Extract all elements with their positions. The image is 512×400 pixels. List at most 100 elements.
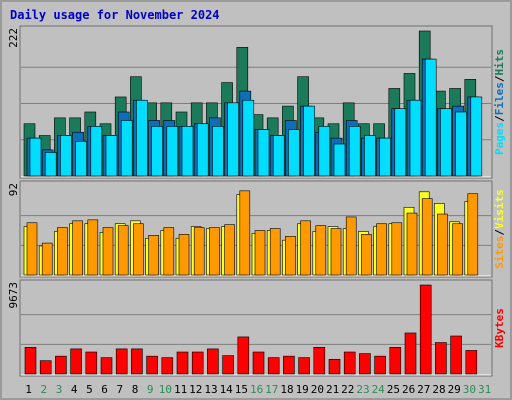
bar-pages-day-12 xyxy=(196,123,209,177)
bar-pages-day-3 xyxy=(60,135,72,177)
bar-pages-day-27 xyxy=(424,58,437,177)
x-tick-day-25: 25 xyxy=(387,383,400,396)
bar-sites-day-15 xyxy=(239,190,251,276)
bar-sites-day-5 xyxy=(87,219,99,276)
x-tick-day-1: 1 xyxy=(25,383,32,396)
bar-sites-day-16 xyxy=(254,230,266,276)
bar-sites-day-28 xyxy=(437,213,448,276)
bar-pages-day-6 xyxy=(105,135,118,177)
bar-sites-day-20 xyxy=(315,225,327,276)
bar-pages-day-17 xyxy=(272,135,285,177)
bar-kbytes-day-8 xyxy=(131,348,143,375)
bar-sites-day-22 xyxy=(345,216,357,276)
bar-pages-day-20 xyxy=(318,126,331,177)
x-tick-day-2: 2 xyxy=(40,383,47,396)
x-tick-day-13: 13 xyxy=(204,383,217,396)
y-max-label: 92 xyxy=(7,183,20,196)
bar-pages-day-5 xyxy=(90,126,103,177)
bar-sites-day-25 xyxy=(391,222,403,276)
x-tick-day-8: 8 xyxy=(132,383,139,396)
bar-sites-day-27 xyxy=(421,198,433,276)
bar-kbytes-day-15 xyxy=(237,336,250,375)
bar-pages-day-19 xyxy=(303,105,315,177)
x-tick-day-14: 14 xyxy=(220,383,234,396)
x-tick-day-11: 11 xyxy=(174,383,187,396)
x-tick-day-22: 22 xyxy=(341,383,354,396)
bar-kbytes-day-28 xyxy=(435,342,447,375)
x-tick-day-24: 24 xyxy=(372,383,386,396)
bar-sites-day-11 xyxy=(178,234,190,276)
x-tick-day-27: 27 xyxy=(417,383,430,396)
bar-kbytes-day-4 xyxy=(70,348,82,375)
bar-sites-day-14 xyxy=(224,224,235,276)
bar-kbytes-day-3 xyxy=(55,355,67,375)
bar-pages-day-29 xyxy=(455,111,467,177)
x-tick-day-10: 10 xyxy=(159,383,172,396)
bar-kbytes-day-17 xyxy=(267,357,280,375)
bar-kbytes-day-30 xyxy=(465,350,478,375)
x-tick-day-12: 12 xyxy=(189,383,202,396)
side-label-visits: Visits xyxy=(493,189,506,229)
y-max-label: 222 xyxy=(7,28,20,48)
bar-pages-day-26 xyxy=(409,99,422,177)
bar-sites-day-10 xyxy=(163,227,175,276)
x-tick-day-21: 21 xyxy=(326,383,339,396)
bar-kbytes-day-11 xyxy=(176,351,189,375)
x-tick-day-17: 17 xyxy=(265,383,278,396)
bar-kbytes-day-7 xyxy=(115,348,128,375)
bar-kbytes-day-25 xyxy=(389,347,402,375)
bar-kbytes-day-12 xyxy=(191,351,204,375)
bar-sites-day-12 xyxy=(193,227,205,276)
bar-pages-day-2 xyxy=(44,152,57,177)
x-tick-day-7: 7 xyxy=(116,383,123,396)
bar-pages-day-22 xyxy=(348,126,361,177)
y-axis-max-labels: 222 92 9673 xyxy=(7,28,20,309)
x-tick-day-30: 30 xyxy=(463,383,476,396)
side-label-hits: Hits xyxy=(493,49,506,76)
series-side-label: Pages/Files/Hits xyxy=(493,49,506,155)
bar-kbytes-day-29 xyxy=(450,335,462,375)
bar-pages-day-7 xyxy=(120,120,133,177)
x-tick-day-9: 9 xyxy=(147,383,154,396)
side-label-files: Files xyxy=(493,82,506,115)
x-tick-day-4: 4 xyxy=(71,383,78,396)
bar-kbytes-day-14 xyxy=(222,355,234,375)
bar-kbytes-day-1 xyxy=(24,347,37,375)
bar-sites-day-23 xyxy=(361,234,372,276)
bar-sites-day-18 xyxy=(285,236,296,276)
bar-pages-day-16 xyxy=(257,129,270,177)
x-tick-day-29: 29 xyxy=(448,383,461,396)
bar-sites-day-2 xyxy=(41,242,53,276)
bar-kbytes-day-20 xyxy=(313,347,326,375)
side-label-slash: / xyxy=(493,75,506,82)
bar-pages-day-10 xyxy=(166,126,179,177)
bar-sites-day-8 xyxy=(133,223,144,276)
x-tick-day-16: 16 xyxy=(250,383,263,396)
bar-sites-day-19 xyxy=(300,220,311,276)
bar-kbytes-day-6 xyxy=(100,357,113,375)
x-axis-day-labels: 1 2 3 4 5 6 7 8 9 10 11 12 13 14 15 16 17 18 19 20 21 22 23 24 2… xyxy=(25,383,491,396)
bar-kbytes-day-2 xyxy=(39,360,52,375)
bar-pages-day-21 xyxy=(333,143,346,177)
bar-pages-day-1 xyxy=(29,137,42,177)
x-tick-day-5: 5 xyxy=(86,383,93,396)
chart-bars xyxy=(23,30,483,375)
side-label-slash: / xyxy=(493,229,506,236)
bar-kbytes-day-5 xyxy=(85,351,98,375)
bar-sites-day-13 xyxy=(209,227,220,276)
series-side-label: KBytes xyxy=(493,308,506,348)
bar-sites-day-26 xyxy=(406,212,418,276)
bar-kbytes-day-22 xyxy=(343,351,356,375)
x-tick-day-31: 31 xyxy=(478,383,491,396)
bar-pages-day-24 xyxy=(379,137,391,177)
bar-sites-day-3 xyxy=(57,227,68,276)
x-tick-day-18: 18 xyxy=(280,383,293,396)
bar-kbytes-day-26 xyxy=(404,332,417,375)
bar-sites-day-4 xyxy=(72,220,83,276)
bar-pages-day-15 xyxy=(242,99,255,177)
bar-sites-day-6 xyxy=(102,227,114,276)
bar-kbytes-day-18 xyxy=(283,355,295,375)
bar-pages-day-18 xyxy=(288,129,300,177)
